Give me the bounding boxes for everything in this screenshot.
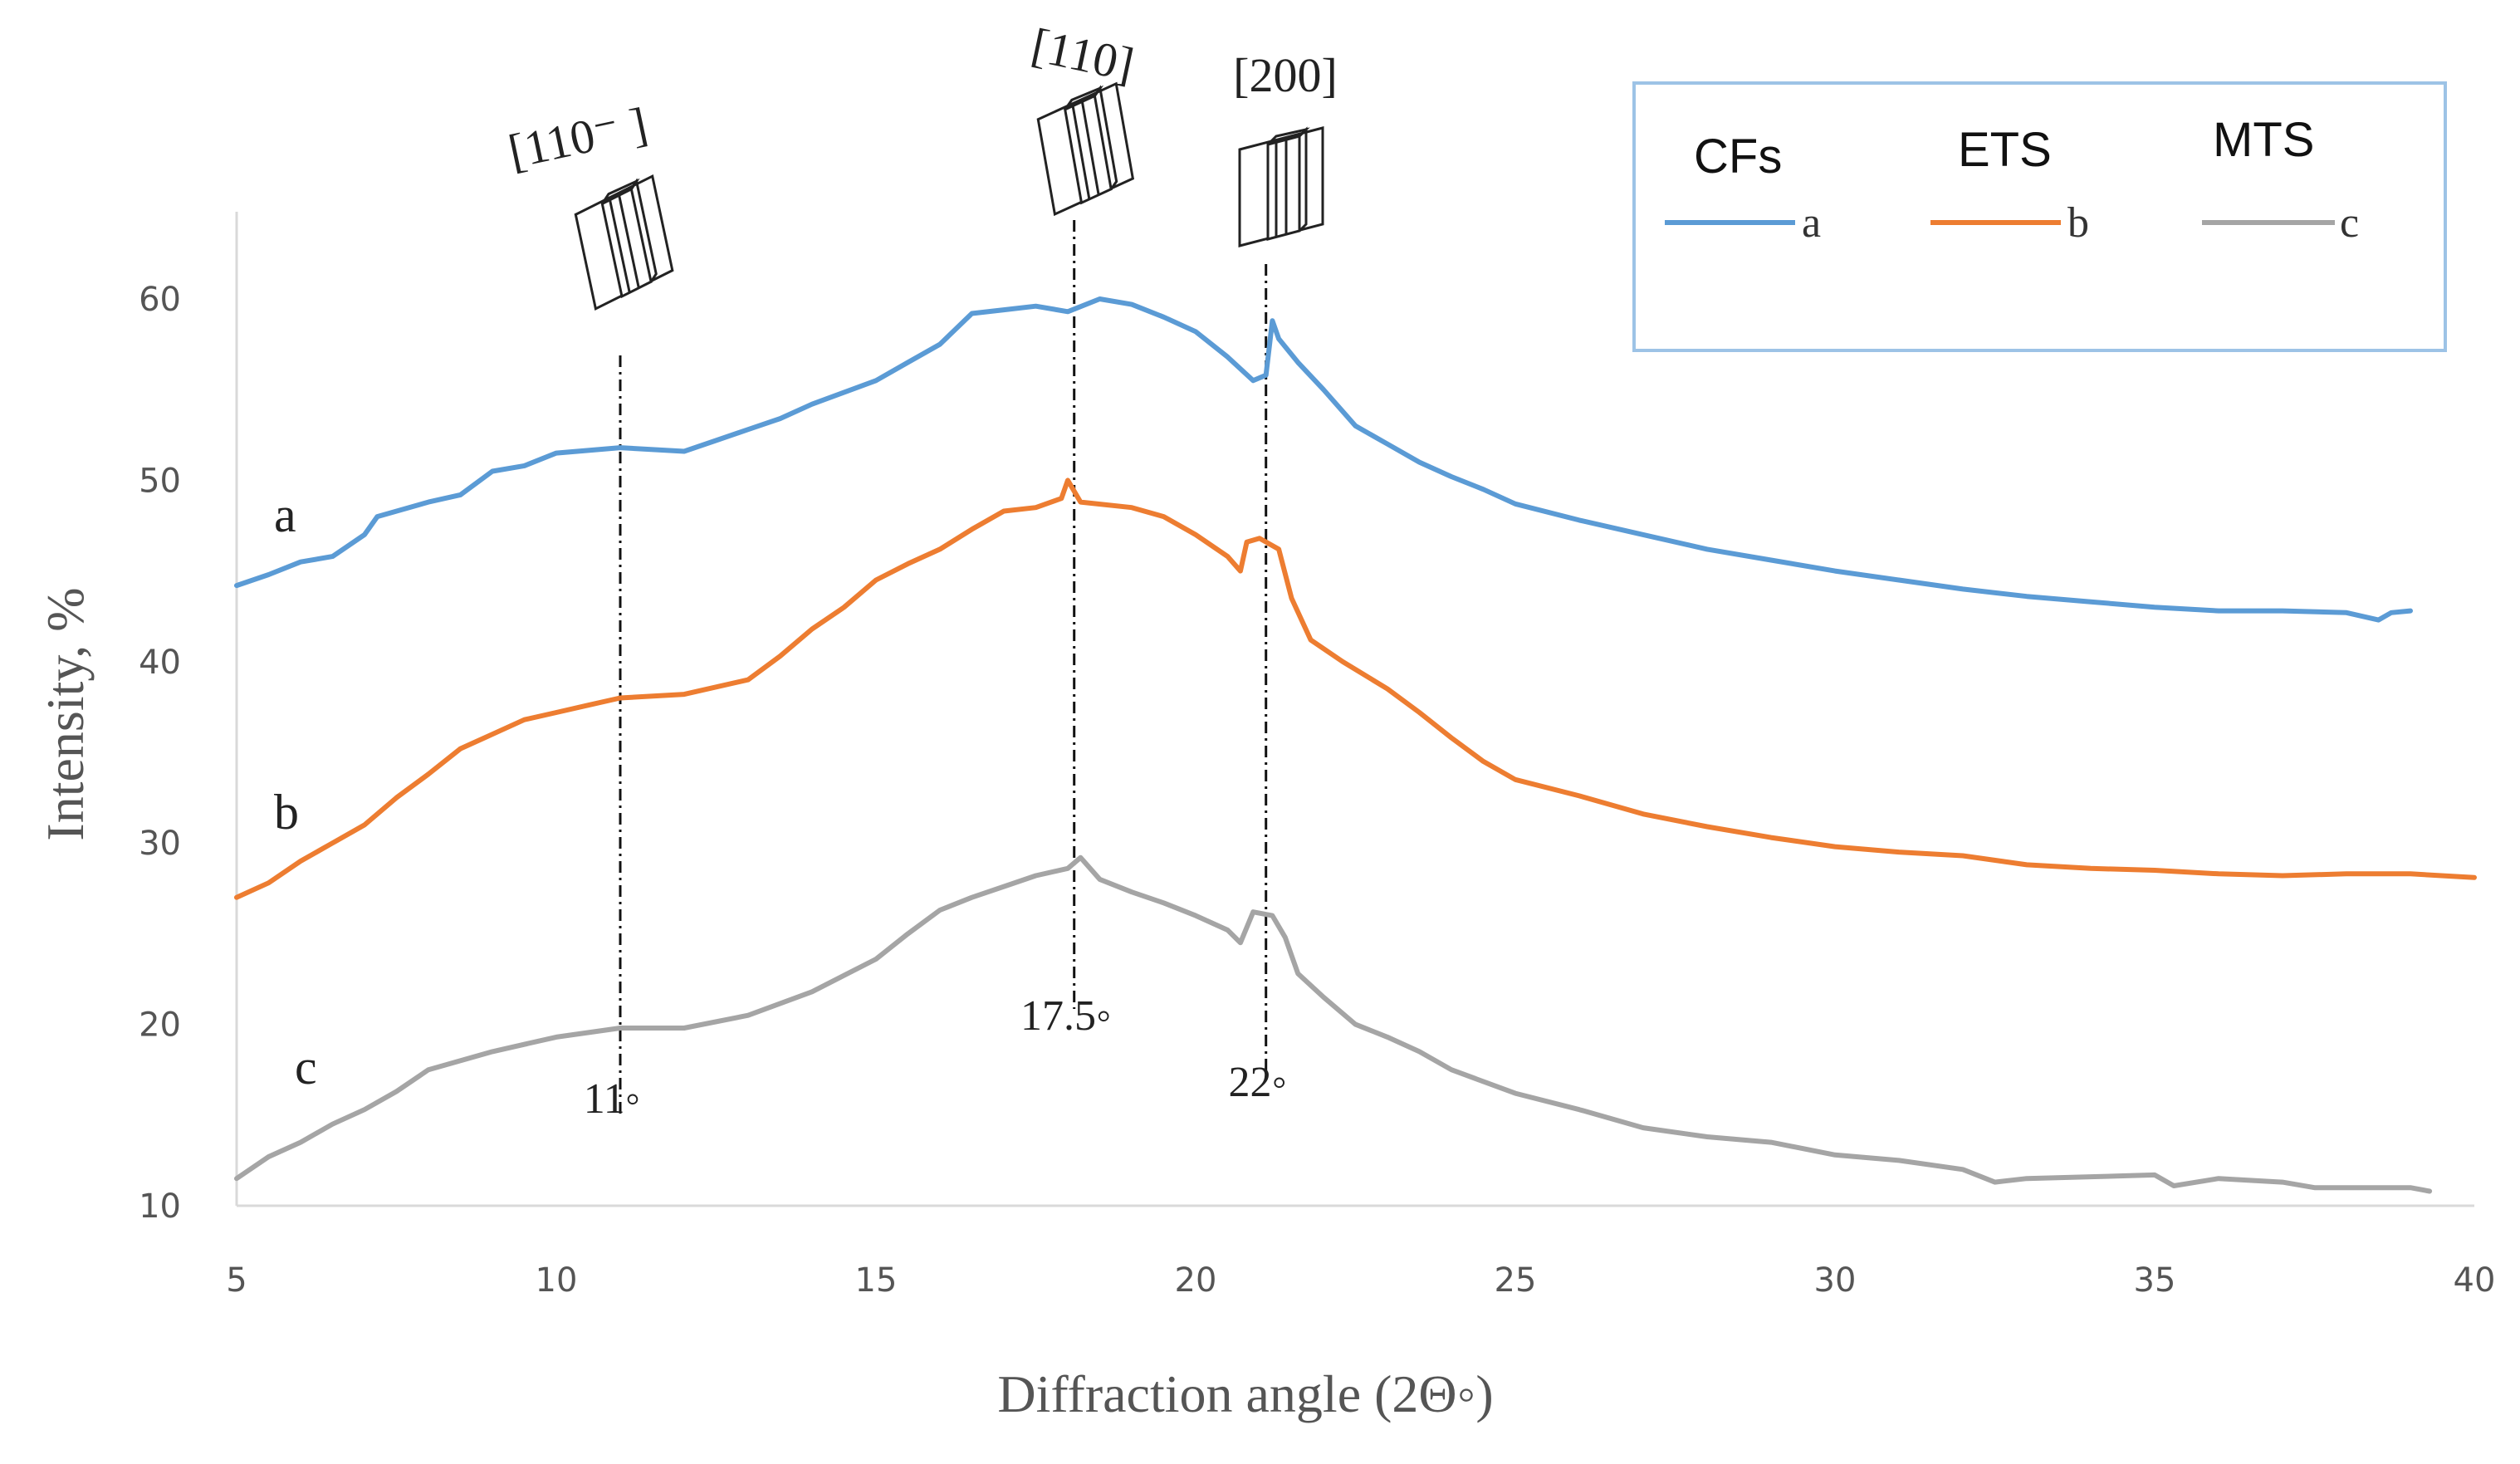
series-line-a (234, 296, 2413, 623)
curve-label-c: c (295, 1040, 317, 1094)
x-tick-label: 35 (2134, 1261, 2176, 1300)
reference-angle-label: 17.5◦ (1020, 992, 1111, 1040)
reference-angle-label: 22◦ (1228, 1059, 1286, 1106)
crystal-plane-label: [200] (1233, 48, 1338, 102)
y-tick-label: 30 (139, 825, 181, 863)
series-line-c (234, 854, 2433, 1194)
x-tick-label: 20 (1175, 1261, 1217, 1300)
legend-key-c: c (2340, 199, 2359, 247)
legend-key-a: a (1802, 199, 1821, 247)
y-tick-label: 60 (139, 281, 181, 319)
x-axis-title: Diffraction angle (2Θ◦) (997, 1364, 1493, 1423)
reference-angle-label: 11◦ (584, 1075, 641, 1123)
crystal-plane-label: [110] (1027, 17, 1138, 91)
y-tick-label: 10 (139, 1187, 181, 1226)
x-tick-label: 15 (855, 1261, 898, 1300)
legend-title-ets: ETS (1958, 123, 2052, 177)
x-tick-label: 30 (1814, 1261, 1857, 1300)
legend-box (1632, 81, 2447, 352)
legend: CFs ETS MTS a b c (1632, 81, 2447, 352)
legend-key-b: b (2067, 199, 2089, 247)
y-tick-label: 20 (139, 1006, 181, 1045)
legend-title-mts: MTS (2213, 113, 2314, 167)
y-tick-label: 50 (139, 462, 181, 500)
curve-label-b: b (274, 785, 299, 840)
y-axis-title: Intensity, % (36, 587, 95, 840)
series-line-b (234, 477, 2477, 900)
x-tick-label: 40 (2454, 1261, 2496, 1300)
y-tick-label: 40 (139, 644, 181, 682)
x-tick-label: 25 (1495, 1261, 1537, 1300)
crystal-plane-icon (1036, 81, 1135, 217)
x-tick-label: 5 (226, 1261, 247, 1300)
crystal-plane-icon (574, 174, 674, 311)
x-tick-label: 10 (536, 1261, 578, 1300)
crystal-plane-label: [110⁻ ] (504, 97, 652, 179)
curve-label-a: a (274, 487, 296, 542)
crystal-plane-icon (1238, 126, 1324, 247)
legend-title-cfs: CFs (1694, 130, 1782, 184)
